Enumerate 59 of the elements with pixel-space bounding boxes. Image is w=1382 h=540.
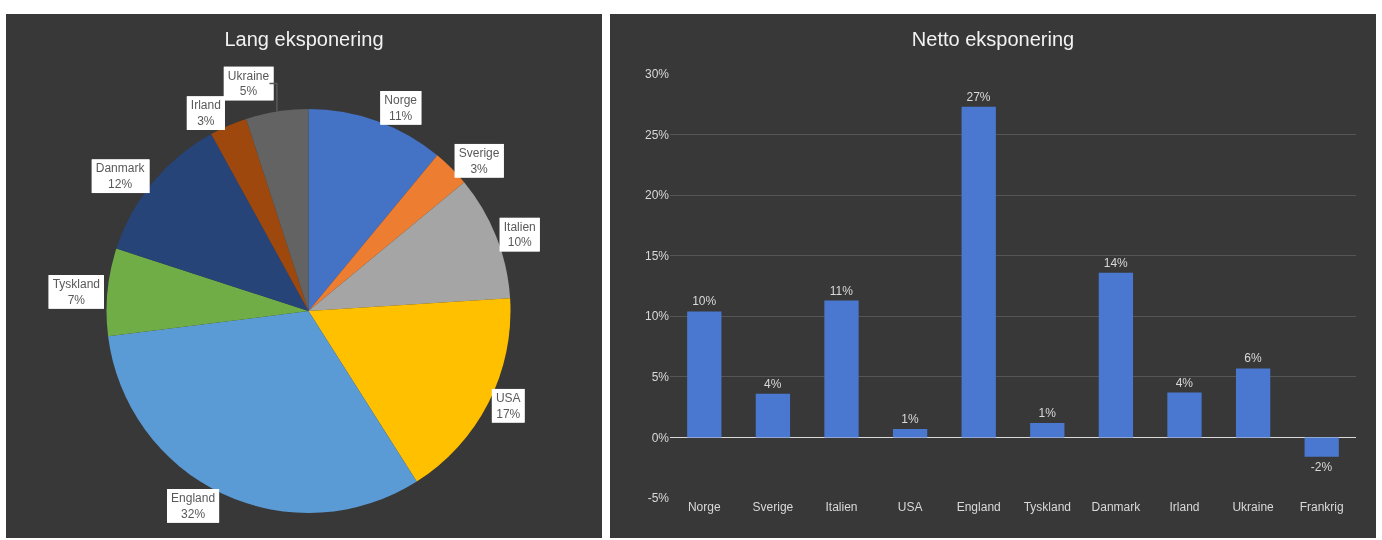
data-label: 32% bbox=[181, 506, 206, 521]
pie-slice bbox=[106, 248, 309, 337]
data-label: 5% bbox=[239, 84, 258, 99]
data-label: 3% bbox=[470, 161, 489, 176]
x-tick-label: Irland bbox=[1169, 500, 1200, 514]
bar bbox=[961, 106, 996, 438]
data-label: 12% bbox=[108, 177, 133, 192]
slice-label: Sverige bbox=[458, 145, 500, 160]
data-label: 11% bbox=[829, 283, 854, 298]
y-tick-label: 30% bbox=[644, 67, 670, 82]
slice-label: Tyskland bbox=[52, 277, 100, 292]
slice-label: USA bbox=[495, 390, 521, 405]
x-tick-label: Sverige bbox=[752, 500, 794, 514]
x-tick-label: Norge bbox=[687, 500, 721, 514]
x-tick-label: Italien bbox=[825, 500, 858, 514]
bar bbox=[824, 300, 859, 438]
data-label: 4% bbox=[1175, 375, 1194, 390]
data-label: 7% bbox=[67, 292, 86, 307]
data-label: 4% bbox=[764, 376, 782, 391]
x-tick-label: England bbox=[956, 500, 1001, 514]
data-label: 10% bbox=[507, 235, 533, 250]
pie-slice bbox=[308, 109, 438, 311]
x-tick-label: USA bbox=[897, 500, 923, 514]
x-tick-label: Ukraine bbox=[1232, 500, 1275, 514]
slice-label: Danmark bbox=[95, 161, 146, 176]
bar bbox=[1304, 437, 1339, 457]
data-label: 1% bbox=[901, 411, 919, 426]
data-label: 3% bbox=[197, 113, 215, 128]
y-tick-label: 25% bbox=[644, 127, 670, 142]
y-tick-label: 10% bbox=[644, 309, 670, 324]
chart-title: Lang eksponering bbox=[224, 28, 384, 51]
slice-label: Ukraine bbox=[227, 68, 270, 83]
data-label: 17% bbox=[496, 406, 521, 421]
data-label: -2% bbox=[1310, 459, 1333, 474]
data-label: 10% bbox=[692, 294, 717, 309]
data-label: 11% bbox=[389, 108, 413, 123]
data-label: 14% bbox=[1103, 255, 1129, 270]
y-tick-label: -5% bbox=[647, 491, 670, 506]
chart-title: Netto eksponering bbox=[911, 28, 1075, 51]
x-tick-label: Tyskland bbox=[1023, 500, 1071, 514]
y-tick-label: 15% bbox=[644, 248, 670, 263]
data-label: 27% bbox=[966, 89, 991, 104]
slice-label: Norge bbox=[384, 93, 418, 108]
data-label: 1% bbox=[1038, 405, 1057, 420]
bar bbox=[687, 311, 722, 438]
bar bbox=[1098, 272, 1134, 438]
slice-label: Italien bbox=[503, 219, 536, 234]
y-tick-label: 0% bbox=[651, 430, 670, 445]
y-tick-label: 5% bbox=[651, 370, 670, 385]
bar bbox=[1030, 422, 1065, 438]
y-tick-label: 20% bbox=[644, 188, 670, 203]
bar bbox=[755, 393, 791, 438]
bar bbox=[1167, 392, 1202, 438]
bar bbox=[892, 428, 928, 438]
bar bbox=[1235, 368, 1271, 438]
slice-label: Irland bbox=[190, 98, 221, 113]
data-label: 6% bbox=[1244, 351, 1262, 366]
x-tick-label: Danmark bbox=[1091, 500, 1142, 514]
x-tick-label: Frankrig bbox=[1299, 500, 1344, 514]
